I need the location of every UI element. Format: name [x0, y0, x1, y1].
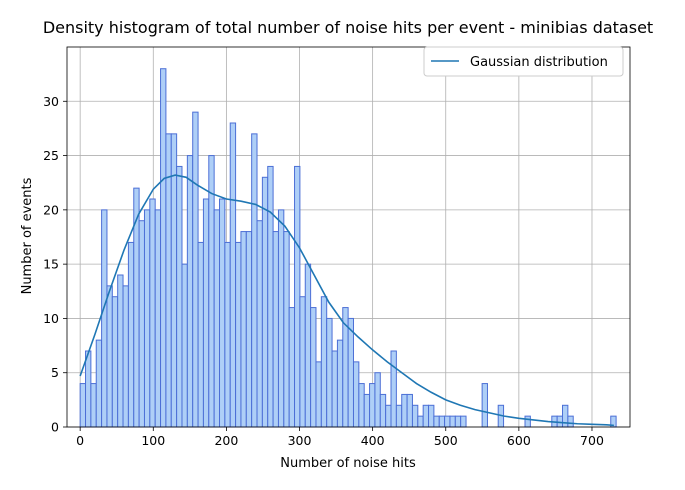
x-tick-label: 700 [580, 433, 604, 448]
histogram-bar [261, 176, 269, 428]
legend-box [423, 46, 624, 77]
x-tick-label: 500 [434, 433, 458, 448]
histogram-bar [224, 241, 231, 428]
legend-label: Gaussian distribution [470, 55, 608, 70]
histogram-bar [192, 111, 199, 428]
histogram-bar [197, 241, 204, 428]
histogram-bar [245, 231, 253, 428]
x-tick-label: 300 [288, 433, 312, 448]
histogram-bar [122, 285, 129, 428]
histogram-bar [331, 350, 338, 428]
histogram-bar [310, 307, 317, 428]
chart-title: Density histogram of total number of noi… [43, 18, 653, 37]
gaussian-line [79, 174, 614, 427]
x-tick-label: 0 [76, 433, 84, 448]
histogram-bar [85, 350, 92, 428]
histogram-bar [299, 296, 306, 428]
histogram-bar [208, 155, 215, 428]
histogram-bar [149, 198, 156, 428]
histogram-bar [95, 339, 103, 428]
histogram-bar [524, 415, 531, 428]
histogram-bar [358, 383, 365, 428]
histogram-bar [154, 209, 162, 428]
histogram-bar [181, 263, 188, 428]
histogram-bar [176, 165, 183, 428]
histogram-bar [160, 68, 167, 428]
histogram-bar [170, 133, 178, 428]
x-tick-label: 600 [507, 433, 531, 448]
histogram-bar [369, 383, 376, 428]
histogram-bar [567, 415, 574, 428]
histogram-bar [256, 220, 263, 428]
histogram-bar [235, 241, 242, 428]
histogram-bar [294, 165, 301, 428]
histogram-bar [288, 307, 296, 428]
histogram-bar [117, 274, 124, 428]
histogram-bar [422, 404, 430, 428]
histogram-bar [374, 372, 381, 428]
histogram-bar [213, 209, 221, 428]
histogram-bar [90, 383, 97, 428]
histogram-bar [444, 415, 451, 428]
plot-frame [66, 46, 631, 428]
histogram-bar [186, 155, 194, 428]
y-tick-label: 15 [43, 257, 59, 272]
histogram-bar [454, 415, 462, 428]
histogram-bar [326, 317, 333, 428]
histogram-bar [379, 393, 387, 428]
histogram-bar [417, 415, 424, 428]
histogram-bar [251, 133, 258, 428]
histogram-bar [304, 263, 312, 428]
x-axis-label: Number of noise hits [280, 456, 416, 471]
y-tick-label: 25 [43, 148, 59, 163]
histogram-bar [127, 241, 135, 428]
histogram-bar [240, 231, 247, 428]
histogram-bar [106, 285, 113, 428]
y-axis-label: Number of events [20, 177, 35, 294]
histogram-bar [267, 165, 274, 428]
histogram-bar [101, 209, 108, 428]
histogram-bar [438, 415, 446, 428]
histogram-bar [411, 404, 419, 428]
histogram-bar [320, 296, 328, 428]
y-tick-label: 30 [43, 94, 59, 109]
x-axis-ticks: 0 100 200 300 400 500 600 700 [76, 427, 604, 448]
histogram-bar [449, 415, 456, 428]
histogram-bar [336, 339, 344, 428]
histogram-bar [433, 415, 440, 428]
histogram-bar [272, 231, 279, 428]
histogram-bar [143, 209, 151, 428]
x-tick-label: 200 [214, 433, 238, 448]
histogram-bar [111, 296, 119, 428]
y-tick-label: 20 [43, 202, 59, 217]
histogram-bar [428, 404, 435, 428]
histogram-bar [352, 361, 360, 428]
y-tick-label: 5 [51, 365, 59, 380]
histogram-bar [229, 122, 237, 428]
histogram-bar [401, 393, 408, 428]
histogram-bar [406, 393, 413, 428]
histogram-bar [481, 383, 488, 428]
x-tick-label: 400 [361, 433, 385, 448]
histogram-bar [363, 393, 371, 428]
y-tick-label: 10 [43, 311, 59, 326]
histogram-bar [347, 317, 354, 428]
y-axis-ticks: 0 5 10 15 20 25 30 [43, 94, 67, 435]
histogram-bar [138, 220, 145, 428]
histogram-bar [395, 404, 403, 428]
histogram-bar [79, 383, 87, 428]
histogram-bar [460, 415, 467, 428]
histogram-bar [283, 231, 290, 428]
histogram-bar [277, 209, 285, 428]
y-tick-label: 0 [51, 420, 59, 435]
histogram-bar [202, 198, 210, 428]
histogram-bar [219, 198, 226, 428]
histogram-bar [315, 361, 322, 428]
legend: Gaussian distribution [423, 46, 624, 77]
histogram-bar [390, 350, 397, 428]
histogram-bar [385, 404, 392, 428]
x-tick-label: 100 [141, 433, 165, 448]
